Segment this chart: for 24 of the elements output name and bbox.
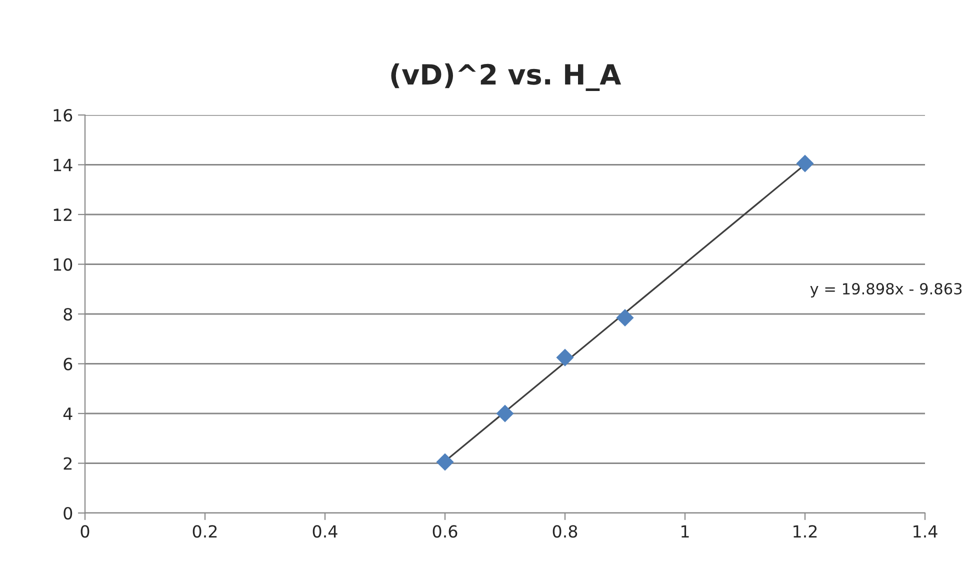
x-tick-label: 0.6 [432, 525, 458, 538]
point [556, 348, 574, 366]
x-tick-label: 1.4 [914, 525, 938, 538]
y-tick-label: 4 [63, 408, 72, 420]
point [796, 154, 814, 172]
x-tick-label: 0.2 [192, 525, 217, 538]
y-tick-label: 10 [54, 258, 72, 271]
y-tick-label: 8 [64, 308, 72, 321]
y-tick-label: 16 [54, 108, 72, 122]
x-tick-label: 0.8 [552, 525, 578, 538]
y-tick-label: 2 [64, 457, 72, 470]
y-tick-label: 0 [64, 506, 72, 520]
point [616, 308, 634, 327]
x-tick-label: 0 [80, 525, 90, 538]
point [496, 404, 514, 422]
x-tick-label: 1 [682, 525, 689, 538]
chart-title: (vD)^2 vs. H_A [391, 63, 622, 91]
point [436, 453, 454, 471]
y-tick-label: 12 [54, 208, 72, 221]
y-tick-label: 14 [54, 158, 72, 172]
x-tick-label: 0.4 [312, 525, 338, 538]
x-tick-label: 1.2 [794, 525, 817, 538]
y-tick-label: 6 [64, 358, 72, 370]
annotation: y = 19.898x - 9.863 [810, 282, 962, 298]
